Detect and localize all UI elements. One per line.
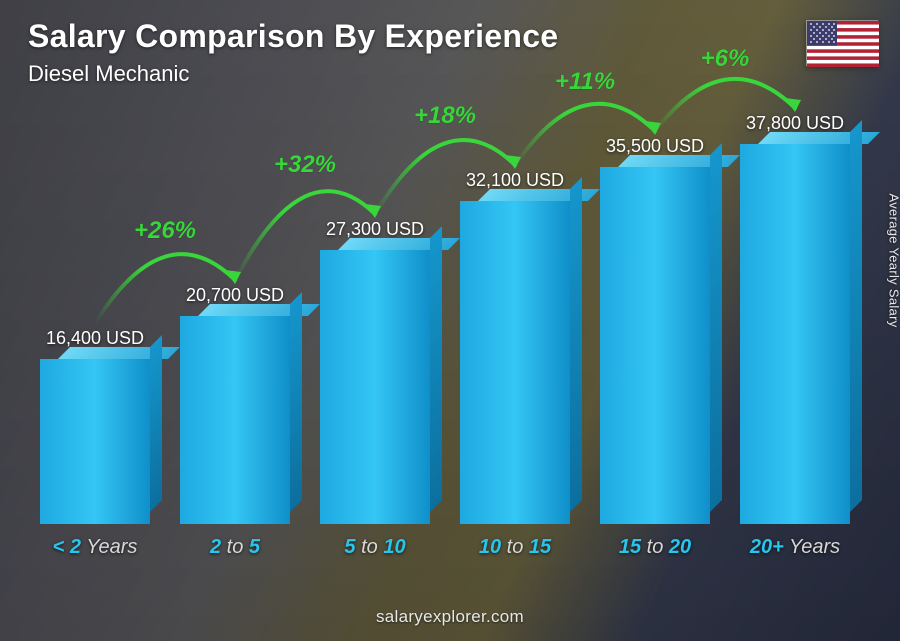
bar-value-label: 35,500 USD — [606, 136, 704, 157]
growth-arc-label: +18% — [414, 102, 476, 129]
bar-value-label: 20,700 USD — [186, 285, 284, 306]
bar-category-label: 20+ Years — [750, 536, 840, 559]
y-axis-label: Average Yearly Salary — [887, 194, 900, 328]
us-flag-icon — [806, 20, 878, 66]
bar-slot: 16,400 USD < 2 Years — [30, 328, 160, 559]
bar — [460, 201, 570, 524]
bar-slot: 35,500 USD 15 to 20 — [590, 136, 720, 559]
growth-arc-label: +32% — [274, 151, 336, 178]
bar — [180, 316, 290, 524]
bar-slot: 32,100 USD 10 to 15 — [450, 170, 580, 559]
chart-header: Salary Comparison By Experience Diesel M… — [28, 18, 558, 87]
footer-credit: salaryexplorer.com — [0, 607, 900, 627]
bar-category-label: < 2 Years — [53, 536, 138, 559]
bar-value-label: 37,800 USD — [746, 113, 844, 134]
bar-category-label: 15 to 20 — [619, 536, 691, 559]
growth-arc-label: +26% — [134, 217, 196, 244]
growth-arc-label: +6% — [701, 45, 750, 72]
chart-title: Salary Comparison By Experience — [28, 18, 558, 55]
bar-value-label: 16,400 USD — [46, 328, 144, 349]
bar-slot: 37,800 USD 20+ Years — [730, 113, 860, 559]
bar — [600, 167, 710, 524]
bar-value-label: 32,100 USD — [466, 170, 564, 191]
salary-bar-chart: 16,400 USD < 2 Years 20,700 USD 2 to 5 27,30… — [30, 99, 860, 559]
bar-slot: 27,300 USD 5 to 10 — [310, 219, 440, 559]
growth-arc-label: +11% — [555, 68, 615, 95]
bar-slot: 20,700 USD 2 to 5 — [170, 285, 300, 559]
bar — [320, 250, 430, 524]
bar-value-label: 27,300 USD — [326, 219, 424, 240]
bar-category-label: 10 to 15 — [479, 536, 551, 559]
bar — [40, 359, 150, 524]
bar-category-label: 5 to 10 — [344, 536, 405, 559]
bar-category-label: 2 to 5 — [210, 536, 260, 559]
bar — [740, 144, 850, 524]
chart-subtitle: Diesel Mechanic — [28, 61, 558, 87]
